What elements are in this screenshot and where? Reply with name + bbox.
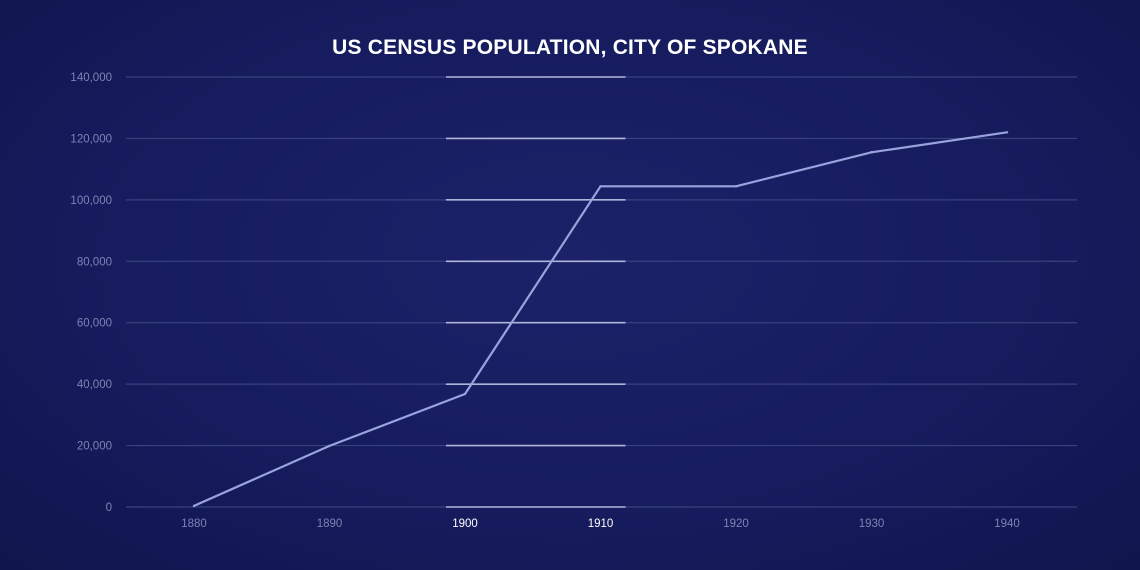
y-tick-label: 80,000 xyxy=(77,256,112,268)
x-tick-label: 1930 xyxy=(859,518,885,530)
x-tick-label: 1920 xyxy=(723,518,749,530)
x-axis: 1880 1890 1900 1910 1920 1930 1940 xyxy=(181,518,1020,530)
series-line xyxy=(192,131,1009,507)
series-layer xyxy=(192,131,1009,508)
data-point xyxy=(463,392,467,396)
y-tick-label: 0 xyxy=(106,502,112,514)
x-tick-label: 1890 xyxy=(317,518,343,530)
y-tick-label: 60,000 xyxy=(77,318,112,330)
data-point xyxy=(1005,131,1009,134)
y-axis: 0 20,000 40,000 60,000 80,000 100,000 120,000 1… xyxy=(70,72,112,514)
data-point xyxy=(734,185,738,188)
x-tick-label: 1900 xyxy=(452,518,478,530)
y-tick-label: 100,000 xyxy=(70,195,112,207)
x-tick-label: 1880 xyxy=(181,518,207,530)
grid-layer xyxy=(126,76,1077,508)
data-point xyxy=(192,504,196,508)
chart-title: US CENSUS POPULATION, CITY OF SPOKANE xyxy=(332,36,808,59)
data-point xyxy=(599,185,602,188)
highlight-layer xyxy=(446,76,626,508)
data-point xyxy=(870,151,873,154)
x-tick-label: 1910 xyxy=(588,518,614,530)
y-tick-label: 40,000 xyxy=(77,379,112,391)
y-tick-label: 120,000 xyxy=(70,133,112,145)
data-point xyxy=(328,444,331,448)
y-tick-label: 20,000 xyxy=(77,441,112,453)
y-tick-label: 140,000 xyxy=(70,72,112,84)
x-tick-label: 1940 xyxy=(994,518,1020,530)
